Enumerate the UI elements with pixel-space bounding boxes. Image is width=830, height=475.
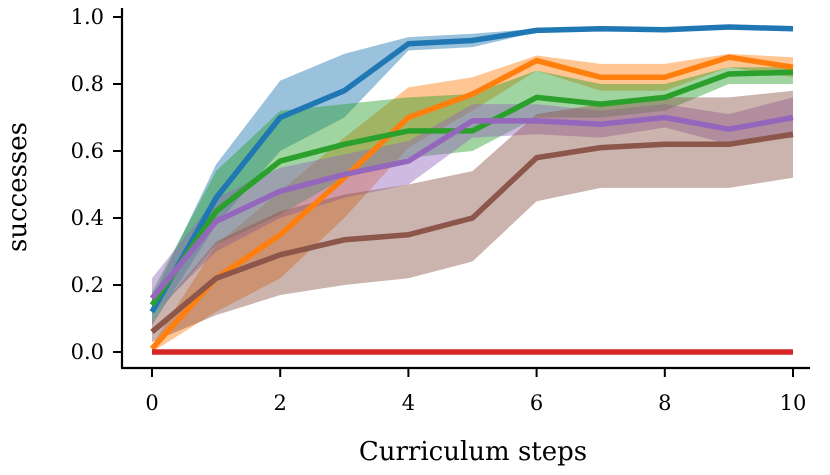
y-tick-label: 0.0: [71, 340, 104, 364]
series-lines: [149, 24, 794, 355]
series-3-line: [149, 69, 794, 307]
series-4-band: [152, 97, 793, 316]
x-tick-label: 2: [274, 391, 287, 415]
series-2-band: [152, 53, 793, 352]
series-5-line: [150, 131, 794, 335]
x-tick-label: 8: [658, 391, 671, 415]
series-1-band: [152, 25, 793, 326]
y-tick-label: 0.4: [71, 206, 104, 230]
y-tick-label: 0.8: [71, 72, 104, 96]
y-axis-title: successes: [3, 122, 33, 252]
series-1-line: [149, 24, 794, 314]
y-tick-label: 1.0: [71, 5, 104, 29]
x-tick-label: 10: [780, 391, 807, 415]
x-tick-label: 4: [402, 391, 415, 415]
y-ticks: 0.0 0.2 0.4 0.6 0.8 1.0: [71, 5, 122, 364]
y-tick-label: 0.6: [71, 139, 104, 163]
series-2-line: [149, 54, 794, 351]
x-tick-label: 0: [145, 391, 158, 415]
x-ticks: 0 2 4 6 8 10: [145, 368, 806, 415]
axes: 0 2 4 6 8 10 0.0 0.2 0.4 0.6 0.8 1.0: [71, 5, 810, 415]
x-axis-title: Curriculum steps: [359, 437, 587, 467]
y-tick-label: 0.2: [71, 273, 104, 297]
x-tick-label: 6: [530, 391, 543, 415]
series-4-line: [149, 114, 794, 301]
series-3-band: [152, 67, 793, 319]
